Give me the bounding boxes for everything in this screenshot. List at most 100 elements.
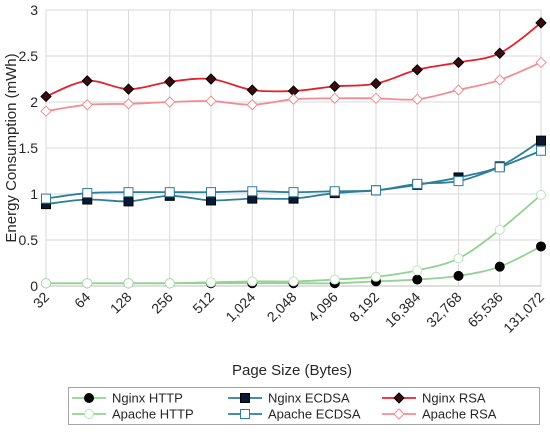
data-point-nginx-rsa	[246, 84, 258, 96]
legend-box	[68, 387, 540, 425]
data-point-apache-rsa	[246, 99, 258, 111]
y-tick-label: 2	[30, 94, 38, 110]
legend-marker-nginx-ecdsa	[240, 393, 250, 403]
data-point-nginx-rsa	[535, 17, 547, 29]
data-point-apache-rsa	[164, 96, 176, 108]
data-point-apache-ecdsa	[206, 187, 216, 198]
legend-label: Nginx HTTP	[112, 391, 183, 406]
data-point-apache-ecdsa	[371, 185, 381, 196]
data-point-nginx-rsa	[494, 47, 506, 59]
data-point-nginx-rsa	[81, 75, 93, 87]
x-tick-label: 256	[148, 289, 176, 317]
data-point-apache-ecdsa	[41, 193, 51, 204]
data-point-apache-http	[329, 274, 340, 285]
data-point-apache-http	[536, 189, 546, 200]
data-point-apache-rsa	[122, 98, 135, 110]
data-point-apache-ecdsa	[536, 145, 546, 156]
data-point-apache-ecdsa	[123, 187, 134, 198]
data-point-nginx-rsa	[329, 80, 341, 93]
data-point-apache-http	[412, 265, 423, 276]
legend-label: Nginx ECDSA	[268, 391, 350, 406]
series-apache-ecdsa	[41, 145, 546, 204]
grid	[45, 9, 542, 287]
data-point-apache-ecdsa	[494, 162, 505, 173]
data-point-apache-ecdsa	[164, 187, 175, 198]
data-point-apache-http	[494, 224, 505, 235]
y-tick-label: 2.5	[19, 48, 39, 64]
x-tick-label: 512	[189, 289, 217, 317]
data-point-nginx-ecdsa	[536, 135, 546, 146]
data-point-nginx-rsa	[164, 76, 176, 88]
data-point-apache-rsa	[370, 92, 382, 105]
data-point-apache-http	[123, 278, 134, 289]
data-point-nginx-http	[453, 270, 464, 281]
data-point-apache-rsa	[535, 56, 547, 69]
y-tick-label: 3	[30, 2, 38, 18]
legend-marker-apache-rsa	[393, 408, 405, 420]
legend-item-nginx-http: Nginx HTTP	[72, 391, 183, 406]
legend-marker-nginx-rsa	[393, 392, 405, 404]
x-axis-label: Page Size (Bytes)	[232, 362, 352, 379]
data-point-apache-rsa	[411, 93, 423, 105]
legend-marker-nginx-http	[84, 393, 94, 403]
legend-label: Apache RSA	[422, 407, 497, 422]
data-point-apache-http	[371, 271, 381, 282]
y-tick-label: 0	[30, 278, 38, 294]
data-point-nginx-rsa	[40, 90, 52, 103]
data-point-apache-ecdsa	[247, 186, 258, 197]
data-point-apache-ecdsa	[329, 186, 340, 197]
legend-label: Nginx RSA	[422, 391, 486, 406]
y-axis-ticks: 0 0.5 1 1.5 2 2.5 3	[19, 2, 39, 294]
x-tick-label: 64	[71, 289, 93, 311]
legend-item-nginx-rsa: Nginx RSA	[382, 391, 486, 406]
x-tick-label: 4,096	[305, 289, 341, 325]
data-point-apache-ecdsa	[288, 187, 299, 198]
data-point-apache-http	[206, 277, 216, 288]
legend-marker-apache-ecdsa	[240, 409, 250, 419]
data-point-apache-rsa	[205, 95, 217, 107]
series-apache-http	[41, 189, 546, 289]
legend-item-apache-rsa: Apache RSA	[382, 407, 497, 422]
x-tick-label: 131,072	[500, 289, 547, 336]
x-tick-label: 16,384	[382, 289, 424, 331]
data-point-nginx-rsa	[122, 83, 135, 95]
data-point-apache-ecdsa	[412, 178, 423, 189]
x-tick-label: 32,768	[423, 289, 465, 331]
series-apache-rsa	[40, 56, 547, 117]
data-point-apache-http	[453, 253, 464, 264]
legend: Nginx HTTP Nginx ECDSA Nginx RSA Apache HTT…	[68, 387, 540, 425]
data-point-nginx-http	[536, 241, 546, 252]
legend-item-apache-ecdsa: Apache ECDSA	[228, 407, 361, 422]
data-point-apache-http	[288, 276, 299, 287]
legend-marker-apache-http	[84, 409, 94, 419]
data-point-apache-rsa	[287, 93, 300, 105]
data-point-apache-rsa	[40, 105, 52, 117]
x-tick-label: 8,192	[346, 289, 382, 325]
y-axis-label: Energy Consumption (mWh)	[3, 53, 20, 242]
y-tick-label: 0.5	[19, 232, 39, 248]
data-point-apache-ecdsa	[453, 176, 464, 187]
data-point-apache-rsa	[494, 74, 506, 86]
data-point-nginx-http	[412, 274, 423, 285]
data-point-nginx-http	[494, 261, 505, 272]
data-point-apache-http	[82, 278, 93, 289]
x-axis-ticks: 32 64 128 256 512 1,024 2,048 4,096 8,192 16,384 3…	[30, 289, 547, 336]
legend-label: Apache HTTP	[112, 407, 194, 422]
legend-label: Apache ECDSA	[268, 407, 361, 422]
x-tick-label: 128	[107, 289, 135, 317]
data-point-nginx-ecdsa	[123, 196, 134, 207]
data-point-nginx-rsa	[370, 77, 382, 90]
legend-item-nginx-ecdsa: Nginx ECDSA	[228, 391, 350, 406]
y-tick-label: 1	[30, 186, 38, 202]
series-group	[40, 17, 547, 289]
data-point-apache-rsa	[329, 92, 341, 105]
x-tick-label: 1,024	[222, 289, 258, 325]
data-point-apache-ecdsa	[82, 188, 93, 199]
data-point-apache-http	[164, 278, 175, 289]
data-point-apache-http	[247, 276, 258, 287]
x-tick-label: 2,048	[264, 289, 300, 325]
data-point-nginx-ecdsa	[206, 195, 216, 206]
data-point-nginx-rsa	[411, 64, 423, 76]
legend-item-apache-http: Apache HTTP	[72, 407, 194, 422]
